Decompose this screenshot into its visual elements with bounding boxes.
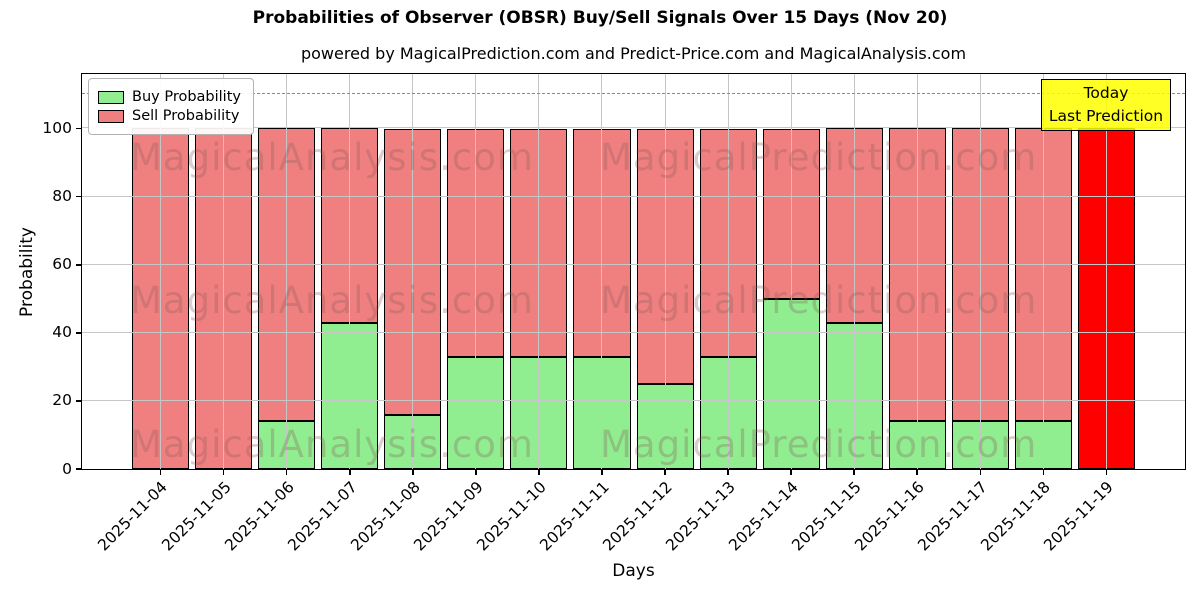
today-line1: Today [1083, 83, 1129, 102]
watermark-text: MagicalAnalysis.com [130, 136, 534, 179]
bar-group: 2025-11-16 [852, 74, 946, 554]
bar-group: 2025-11-10 [473, 74, 568, 554]
legend-label-buy: Buy Probability [132, 89, 241, 105]
y-tick-label: 80 [52, 186, 72, 205]
bar-group: 2025-11-19 [1041, 74, 1135, 554]
x-axis-label: Days [612, 561, 655, 581]
threshold-dashed-line [82, 93, 1185, 95]
y-axis-label: Probability [17, 226, 37, 317]
bar-group: 2025-11-17 [915, 74, 1009, 554]
h-gridline [82, 195, 1185, 197]
watermark-text: MagicalAnalysis.com [130, 423, 534, 466]
bar-group: 2025-11-04 [95, 74, 190, 554]
bars-row: 2025-11-04 2025-11-05 2025-11-06 2025-11-07… [82, 74, 1185, 554]
h-gridline [82, 263, 1185, 265]
watermark-text: MagicalPrediction.com [600, 423, 1038, 466]
y-tick-mark [76, 332, 82, 334]
chart-title: Probabilities of Observer (OBSR) Buy/Sel… [252, 8, 948, 28]
legend: Buy Probability Sell Probability [88, 78, 254, 135]
h-gridline [82, 399, 1185, 401]
legend-label-sell: Sell Probability [132, 108, 240, 124]
legend-item-sell: Sell Probability [98, 108, 241, 124]
y-tick-mark [76, 127, 82, 130]
y-tick-mark [76, 468, 82, 470]
y-tick-label: 40 [52, 323, 72, 342]
today-annotation: Today Last Prediction [1041, 79, 1171, 131]
bar-group: 2025-11-13 [662, 74, 757, 554]
bar-group: 2025-11-09 [410, 74, 505, 554]
y-tick-label: 0 [62, 459, 72, 478]
y-tick-label: 100 [42, 118, 72, 137]
bar-group: 2025-11-08 [347, 74, 442, 554]
bar-group: 2025-11-12 [599, 74, 694, 554]
y-tick-label: 20 [52, 391, 72, 410]
bar-group: 2025-11-05 [158, 74, 253, 554]
watermark-text: MagicalAnalysis.com [130, 279, 534, 322]
sell-bar-segment [1077, 128, 1135, 469]
chart-subtitle: powered by MagicalPrediction.com and Pre… [300, 44, 967, 63]
watermark-text: MagicalPrediction.com [600, 279, 1038, 322]
buy-swatch [98, 90, 124, 104]
bar-group: 2025-11-07 [284, 74, 379, 554]
y-tick-mark [76, 400, 82, 402]
legend-item-buy: Buy Probability [98, 89, 241, 105]
bar-group: 2025-11-14 [725, 74, 820, 554]
today-line2: Last Prediction [1048, 107, 1164, 125]
h-gridline [82, 331, 1185, 333]
h-gridline [82, 127, 1185, 129]
watermark-text: MagicalPrediction.com [600, 136, 1038, 179]
sell-swatch [98, 109, 124, 123]
bar-group: 2025-11-15 [789, 74, 883, 554]
y-tick-mark [76, 263, 82, 266]
bar-group: 2025-11-11 [536, 74, 631, 554]
y-tick-label: 60 [52, 254, 72, 273]
bar-group: 2025-11-18 [978, 74, 1072, 554]
y-tick-mark [76, 195, 82, 198]
plot-area: Probability 2025-11-04 2025-11-05 2025-11-… [17, 73, 1186, 554]
bar-group: 2025-11-06 [221, 74, 316, 554]
